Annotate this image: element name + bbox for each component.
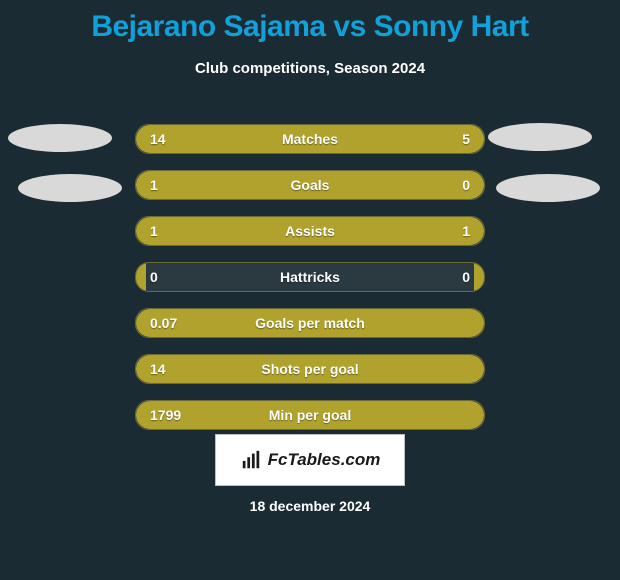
page-subtitle: Club competitions, Season 2024 xyxy=(0,60,620,77)
stat-row: 11Assists xyxy=(135,216,485,246)
stat-bars: 145Matches 10Goals 11Assists 00Hattricks 0.0… xyxy=(135,124,485,446)
stat-row: 145Matches xyxy=(135,124,485,154)
stat-label: Min per goal xyxy=(136,401,484,429)
player-oval-0 xyxy=(8,124,112,152)
stat-row: 14Shots per goal xyxy=(135,354,485,384)
stat-label: Matches xyxy=(136,125,484,153)
player-oval-2 xyxy=(488,123,592,151)
stat-row: 00Hattricks xyxy=(135,262,485,292)
stat-label: Assists xyxy=(136,217,484,245)
stat-label: Shots per goal xyxy=(136,355,484,383)
date-line: 18 december 2024 xyxy=(0,498,620,514)
source-logo-box: FcTables.com xyxy=(215,434,405,486)
player-oval-3 xyxy=(496,174,600,202)
source-logo-text: FcTables.com xyxy=(268,450,381,470)
stat-row: 1799Min per goal xyxy=(135,400,485,430)
stat-label: Goals xyxy=(136,171,484,199)
page-title: Bejarano Sajama vs Sonny Hart xyxy=(0,10,620,44)
player-oval-1 xyxy=(18,174,122,202)
bar-chart-icon xyxy=(240,449,262,471)
comparison-canvas: Bejarano Sajama vs Sonny Hart Club compe… xyxy=(0,0,620,580)
stat-row: 10Goals xyxy=(135,170,485,200)
stat-label: Hattricks xyxy=(136,263,484,291)
stat-label: Goals per match xyxy=(136,309,484,337)
stat-row: 0.07Goals per match xyxy=(135,308,485,338)
